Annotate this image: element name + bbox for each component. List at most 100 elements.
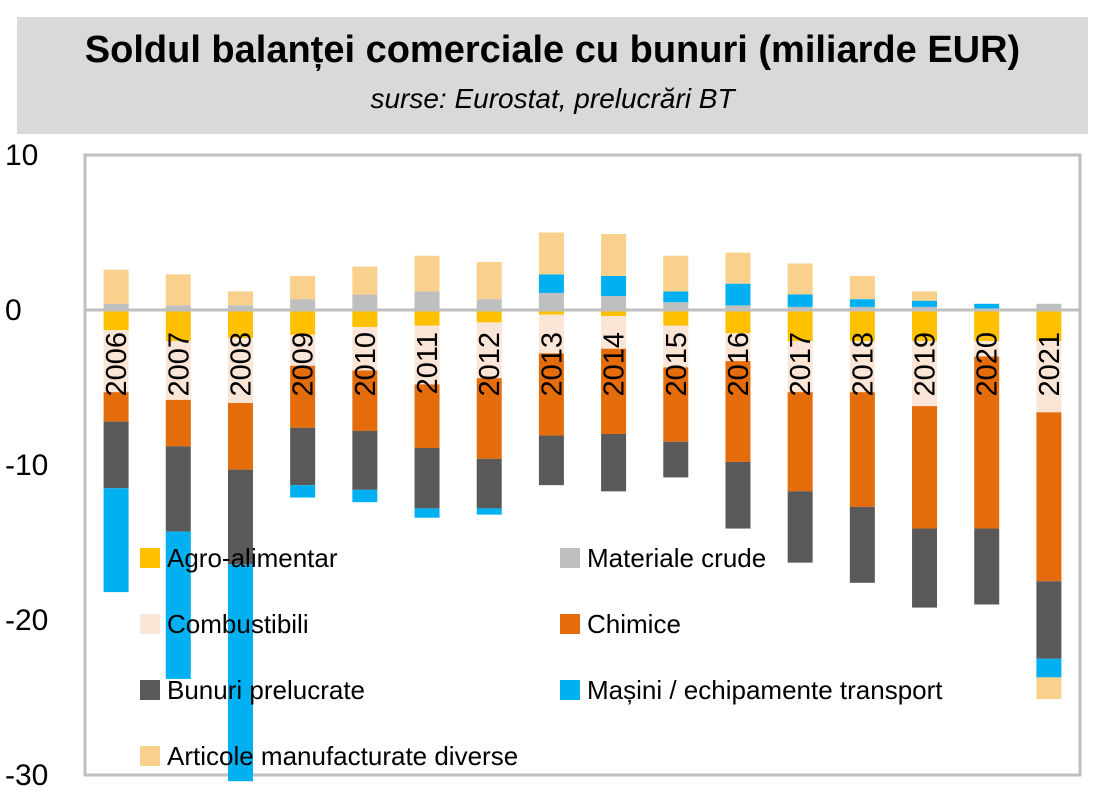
bar-segment-2008-series-0	[227, 310, 253, 338]
bar-segment-2009-series-4	[290, 427, 316, 486]
bar-segment-2019-series-2	[912, 341, 938, 407]
x-tick-label-2010: 2010	[350, 332, 382, 397]
bar-segment-2017-series-2	[787, 341, 813, 393]
bar-segment-2016-series-2	[725, 333, 751, 362]
bar-segment-2015-series-2	[663, 325, 689, 368]
bar-segment-2017-series-4	[787, 491, 813, 563]
bar-segment-2011-series-5	[414, 508, 440, 518]
x-tick-label-2013: 2013	[536, 332, 568, 397]
y-tick-label: -20	[5, 604, 48, 637]
bar-segment-2008-series-3	[227, 403, 253, 470]
bar-segment-2008-series-2	[227, 337, 253, 403]
bar-segment-2014-series-0	[601, 310, 627, 317]
bar-segment-2007-series-4	[165, 446, 191, 532]
legend-label-6: Articole manufacturate diverse	[167, 741, 518, 771]
x-tick-label-2009: 2009	[288, 332, 320, 397]
bar-segment-2015-series-4	[663, 441, 689, 478]
bar-segment-2012-series-2	[476, 322, 502, 379]
bar-segment-2019-series-0	[912, 310, 938, 341]
bar-segment-2014-series-6	[601, 234, 627, 276]
bar-segment-2016-series-3	[725, 361, 751, 462]
legend-label-5: Mașini / echipamente transport	[587, 675, 943, 705]
bar-segment-2009-series-3	[290, 365, 316, 428]
bar-segment-2015-series-3	[663, 367, 689, 442]
bar-segment-2010-series-4	[352, 430, 378, 490]
bar-segment-2012-series-6	[476, 261, 502, 300]
bar-segment-2011-series-0	[414, 310, 440, 326]
x-axis-ticks: 2006 2007 2008 2009 2010 2011 2012 2013 2014 2015…	[101, 332, 1066, 397]
bar-segment-2014-series-4	[601, 434, 627, 492]
bar-segment-2012-series-4	[476, 458, 502, 509]
title-banner: Soldul balanței comerciale cu bunuri (mi…	[17, 17, 1088, 134]
bar-segment-2012-series-3	[476, 378, 502, 459]
y-tick-label: 0	[5, 294, 22, 327]
legend-label-3: Chimice	[587, 609, 681, 639]
bar-segment-2019-series-5	[912, 300, 938, 307]
legend-swatch-1	[560, 548, 580, 568]
x-tick-label-2011: 2011	[412, 332, 444, 394]
x-tick-label-2018: 2018	[847, 332, 879, 397]
bar-segment-2011-series-2	[414, 325, 440, 385]
bar-segment-2021-series-0	[1036, 310, 1062, 341]
bar-segment-2011-series-1	[414, 291, 440, 310]
bar-segment-2015-series-1	[663, 302, 689, 310]
y-tick-label: -30	[5, 759, 48, 792]
bar-segment-2016-series-4	[725, 461, 751, 529]
bar-segment-2013-series-2	[538, 314, 564, 354]
legend: Agro-alimentar Materiale crude Combustibil…	[140, 543, 943, 771]
bars-group	[103, 232, 1062, 782]
legend-label-1: Materiale crude	[587, 543, 766, 573]
bar-segment-2009-series-1	[290, 299, 316, 310]
legend-swatch-2	[140, 614, 160, 634]
bar-segment-2017-series-5	[787, 294, 813, 307]
bar-segment-2007-series-3	[165, 399, 191, 447]
bar-segment-2009-series-2	[290, 334, 316, 366]
bar-segment-2008-series-1	[227, 305, 253, 310]
bar-segment-2010-series-1	[352, 294, 378, 310]
x-tick-label-2012: 2012	[474, 332, 506, 397]
x-tick-label-2007: 2007	[163, 332, 195, 397]
bar-segment-2018-series-4	[849, 506, 875, 583]
bar-segment-2018-series-5	[849, 299, 875, 307]
bar-segment-2010-series-3	[352, 370, 378, 431]
bar-segment-2018-series-6	[849, 275, 875, 300]
bar-segment-2021-series-1	[1036, 303, 1062, 310]
bar-segment-2010-series-0	[352, 310, 378, 328]
x-tick-label-2014: 2014	[599, 332, 631, 397]
legend-swatch-6	[140, 746, 160, 766]
x-tick-label-2019: 2019	[910, 332, 942, 397]
bar-segment-2018-series-0	[849, 310, 875, 341]
bar-segment-2010-series-5	[352, 489, 378, 503]
bar-segment-2021-series-2	[1036, 341, 1062, 413]
bar-segment-2006-series-3	[103, 392, 129, 422]
x-tick-label-2015: 2015	[661, 332, 693, 397]
bar-segment-2021-series-3	[1036, 412, 1062, 582]
bar-segment-2016-series-5	[725, 283, 751, 306]
bar-segment-2008-series-6	[227, 291, 253, 306]
bar-segment-2006-series-5	[103, 488, 129, 593]
bar-segment-2017-series-3	[787, 392, 813, 492]
bar-segment-2013-series-5	[538, 274, 564, 293]
bar-segment-2019-series-1	[912, 306, 938, 310]
legend-swatch-4	[140, 680, 160, 700]
x-tick-label-2016: 2016	[723, 332, 755, 397]
bar-segment-2015-series-0	[663, 310, 689, 326]
bar-segment-2016-series-0	[725, 310, 751, 334]
bar-segment-2019-series-4	[912, 528, 938, 608]
bar-segment-2020-series-4	[974, 528, 1000, 605]
bar-segment-2007-series-6	[165, 274, 191, 306]
chart-title: Soldul balanței comerciale cu bunuri (mi…	[84, 29, 1021, 71]
x-tick-label-2006: 2006	[101, 332, 133, 397]
bar-segment-2020-series-5	[974, 303, 1000, 309]
x-tick-label-2017: 2017	[785, 332, 817, 397]
bar-segment-2007-series-2	[165, 341, 191, 400]
bar-segment-2012-series-0	[476, 310, 502, 323]
x-tick-label-2021: 2021	[1034, 332, 1066, 397]
bar-segment-2016-series-1	[725, 305, 751, 310]
bar-segment-2021-series-6	[1036, 677, 1062, 700]
bar-segment-2011-series-4	[414, 447, 440, 509]
bar-segment-2013-series-6	[538, 232, 564, 275]
legend-label-2: Combustibili	[167, 609, 309, 639]
legend-swatch-3	[560, 614, 580, 634]
bar-segment-2006-series-6	[103, 269, 129, 304]
